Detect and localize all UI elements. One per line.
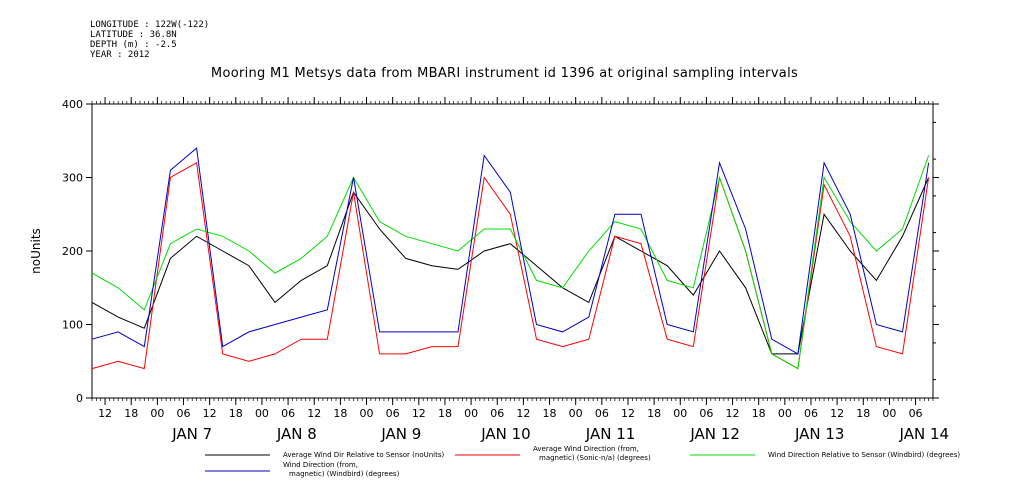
- legend-label-line2: magnetic) (Sonic-n/a) (degrees): [539, 454, 651, 462]
- x-tick-label: 06: [281, 407, 295, 420]
- x-tick-label: 00: [360, 407, 374, 420]
- x-day-label: JAN 13: [794, 425, 845, 443]
- x-tick-label: 06: [177, 407, 191, 420]
- y-tick-label: 100: [62, 319, 83, 332]
- x-day-label: JAN 12: [689, 425, 740, 443]
- x-day-label: JAN 9: [380, 425, 421, 443]
- x-tick-label: 18: [333, 407, 347, 420]
- legend-label: Wind Direction (from,: [283, 461, 358, 469]
- x-tick-label: 12: [98, 407, 112, 420]
- x-day-label: JAN 11: [585, 425, 636, 443]
- legend-label: Average Wind Dir Relative to Sensor (noU…: [283, 451, 444, 459]
- series-line-3: [91, 147, 930, 355]
- x-day-label: JAN 10: [480, 425, 531, 443]
- x-tick-label: 00: [255, 407, 269, 420]
- y-tick-label: 400: [62, 98, 83, 111]
- y-axis-label: noUnits: [29, 228, 43, 274]
- year-text: YEAR : 2012: [90, 50, 150, 60]
- x-tick-label: 12: [203, 407, 217, 420]
- x-tick-label: 06: [909, 407, 923, 420]
- x-tick-label: 06: [490, 407, 504, 420]
- x-tick-label: 12: [830, 407, 844, 420]
- series-line-2: [91, 155, 930, 370]
- x-tick-label: 06: [386, 407, 400, 420]
- y-tick-label: 200: [62, 245, 83, 258]
- x-tick-label: 18: [856, 407, 870, 420]
- x-tick-label: 18: [752, 407, 766, 420]
- x-tick-label: 12: [516, 407, 530, 420]
- chart-title: Mooring M1 Metsys data from MBARI instru…: [210, 66, 799, 81]
- metadata-block: LONGITUDE : 122W(-122) LATITUDE : 36.8N …: [90, 20, 209, 60]
- x-tick-label: 12: [621, 407, 635, 420]
- legend-label: Average Wind Direction (from,: [533, 445, 639, 453]
- x-day-label: JAN 7: [171, 425, 212, 443]
- latitude-text: LATITUDE : 36.8N: [90, 30, 177, 40]
- x-tick-label: 00: [778, 407, 792, 420]
- y-tick-label: 0: [76, 392, 83, 405]
- x-tick-label: 18: [647, 407, 661, 420]
- x-tick-label: 06: [595, 407, 609, 420]
- x-tick-label: 00: [464, 407, 478, 420]
- x-tick-label: 18: [229, 407, 243, 420]
- x-day-label: JAN 14: [899, 425, 950, 443]
- x-tick-label: 06: [699, 407, 713, 420]
- series-line-0: [91, 177, 930, 355]
- x-tick-label: 12: [726, 407, 740, 420]
- x-tick-label: 18: [543, 407, 557, 420]
- x-tick-label: 06: [804, 407, 818, 420]
- x-day-label: JAN 8: [276, 425, 317, 443]
- depth-text: DEPTH (m) : -2.5: [90, 40, 177, 50]
- x-tick-label: 18: [124, 407, 138, 420]
- x-tick-label: 00: [882, 407, 896, 420]
- x-tick-label: 00: [673, 407, 687, 420]
- longitude-text: LONGITUDE : 122W(-122): [90, 20, 210, 30]
- x-tick-label: 00: [150, 407, 164, 420]
- x-tick-label: 18: [438, 407, 452, 420]
- plot-frame: [91, 103, 934, 399]
- legend-label: Wind Direction Relative to Sensor (Windb…: [768, 451, 960, 459]
- x-tick-label: 12: [412, 407, 426, 420]
- x-tick-label: 12: [307, 407, 321, 420]
- y-tick-label: 300: [62, 172, 83, 185]
- x-tick-label: 00: [569, 407, 583, 420]
- legend-label-line2: magnetic) (Windbird) (degrees): [289, 470, 400, 478]
